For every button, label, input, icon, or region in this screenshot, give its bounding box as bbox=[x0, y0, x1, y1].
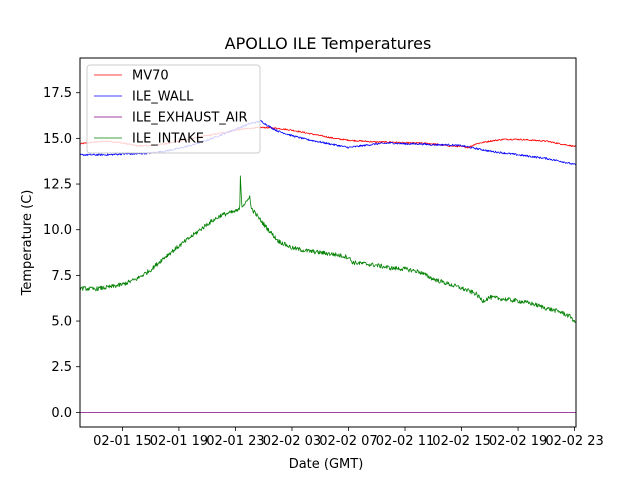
x-tick-label: 02-02 11 bbox=[376, 434, 434, 449]
y-tick-label: 15.0 bbox=[43, 132, 72, 147]
y-tick-label: 7.5 bbox=[51, 269, 72, 284]
x-axis-label: Date (GMT) bbox=[289, 457, 364, 472]
legend-label-ile-wall: ILE_WALL bbox=[132, 90, 194, 105]
legend-box bbox=[86, 64, 261, 154]
legend-label-ile-intake: ILE_INTAKE bbox=[132, 132, 204, 147]
plot-frame bbox=[79, 57, 577, 428]
x-tick-label: 02-02 23 bbox=[545, 434, 603, 449]
y-tick-label: 2.5 bbox=[51, 360, 72, 375]
y-tick-label: 10.0 bbox=[43, 223, 72, 238]
y-tick-label: 0.0 bbox=[51, 406, 72, 421]
chart-title: APOLLO ILE Temperatures bbox=[225, 34, 432, 53]
x-tick-label: 02-01 15 bbox=[93, 434, 151, 449]
x-tick-label: 02-02 15 bbox=[432, 434, 490, 449]
y-axis: 0.0 2.5 5.0 7.5 10.0 12.5 15.0 17.5 bbox=[43, 86, 80, 421]
x-tick-label: 02-02 19 bbox=[489, 434, 547, 449]
x-tick-label: 02-01 23 bbox=[206, 434, 264, 449]
y-tick-label: 5.0 bbox=[51, 315, 72, 330]
legend-label-mv70: MV70 bbox=[132, 69, 169, 84]
y-axis-label: Temperature (C) bbox=[20, 190, 35, 297]
x-tick-label: 02-01 19 bbox=[150, 434, 208, 449]
x-tick-label: 02-02 03 bbox=[263, 434, 321, 449]
legend: MV70 ILE_WALL ILE_EXHAUST_AIR ILE_INTAKE bbox=[86, 64, 261, 154]
legend-label-ile-exhaust-air: ILE_EXHAUST_AIR bbox=[132, 111, 248, 126]
x-tick-label: 02-02 07 bbox=[319, 434, 377, 449]
y-tick-label: 17.5 bbox=[43, 86, 72, 101]
y-tick-label: 12.5 bbox=[43, 178, 72, 193]
series-line-ile-intake bbox=[80, 175, 576, 323]
